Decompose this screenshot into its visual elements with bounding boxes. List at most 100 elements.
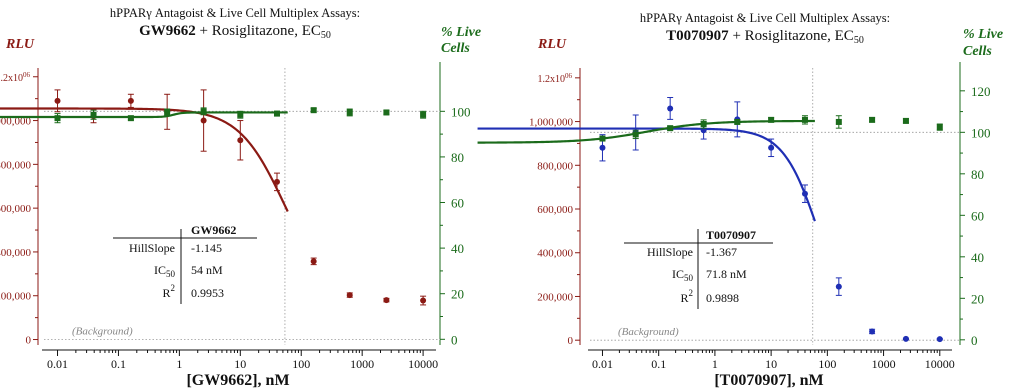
stats-row-label: R2	[680, 288, 693, 305]
data-point-rlu	[420, 297, 427, 304]
left-axis-top-tick-label: 1.2x1006	[538, 72, 573, 85]
data-point-live	[310, 107, 317, 114]
fit-curve-rlu	[477, 127, 816, 222]
stats-table: T0070907 HillSlope -1.367 IC50 71.8 nM R2 0.98…	[624, 228, 773, 309]
chart-title-subscript: 50	[321, 30, 331, 41]
data-point-live	[936, 124, 943, 131]
data-point-rlu	[599, 144, 606, 151]
data-point-live	[869, 116, 876, 123]
right-axis-tick-label: 80	[971, 167, 984, 182]
stats-row-label-sub: 50	[684, 273, 694, 283]
data-point-live	[90, 111, 97, 118]
stats-row-value: 0.9898	[706, 291, 739, 305]
stats-row-label: R2	[162, 283, 175, 300]
data-point-rlu	[200, 117, 207, 124]
stats-row-value: -1.145	[191, 241, 222, 255]
stats-row-label: HillSlope	[129, 241, 175, 255]
right-axis-title-line1: % Live	[441, 25, 481, 40]
data-point-live	[768, 116, 775, 123]
x-axis-tick-label: 10000	[408, 357, 438, 371]
left-axis-top-tick-label: 1.2x1006	[0, 71, 31, 84]
x-axis-tick-label: 10000	[925, 357, 955, 371]
data-point-live	[383, 109, 390, 116]
stats-table-header: T0070907	[706, 228, 756, 242]
x-axis-tick-label: 100	[292, 357, 310, 371]
x-axis-title: [T0070907], nM	[714, 372, 823, 389]
right-axis-title-line1: % Live	[963, 27, 1003, 42]
data-point-live	[902, 117, 909, 124]
data-point-live	[734, 118, 741, 125]
left-axis-tick-label: 400,000	[0, 247, 32, 259]
data-point-rlu	[902, 335, 909, 342]
chart-title-rest: + Rosiglitazone, EC	[729, 28, 854, 44]
chart-title-compound: GW9662	[139, 23, 196, 39]
left-axis-title: RLU	[5, 37, 35, 52]
x-axis-tick-label: 1	[176, 357, 182, 371]
left-axis-tick-label: 1,000,000	[0, 116, 32, 128]
data-point-rlu	[273, 178, 280, 185]
top-tick-exponent: 06	[565, 72, 573, 80]
data-point-live	[164, 109, 171, 116]
stats-row-label-main: R	[162, 286, 170, 300]
top-tick-mantissa: 1.2x10	[538, 74, 566, 85]
data-point-live	[599, 135, 606, 142]
data-point-live	[200, 108, 207, 115]
stats-table-header: GW9662	[191, 223, 236, 237]
data-point-live	[700, 121, 707, 128]
data-point-live	[420, 111, 427, 118]
stats-row-value: -1.367	[706, 245, 737, 259]
x-axis-title: [GW9662], nM	[186, 372, 289, 389]
data-point-rlu	[127, 97, 134, 104]
chart-panel-2: hPPARγ Antagoist & Live Cell Multiplex A…	[477, 11, 1003, 389]
left-axis-tick-label: 200,000	[0, 291, 32, 303]
stats-row-label-sup: 2	[171, 283, 176, 293]
data-point-rlu	[700, 127, 707, 134]
left-axis-tick-label: 1,000,000	[529, 117, 574, 129]
chart-panel-1: hPPARγ Antagoist & Live Cell Multiplex A…	[0, 6, 481, 389]
x-axis-tick-label: 10	[765, 357, 777, 371]
left-axis-tick-label: 800,000	[537, 160, 573, 172]
top-tick-exponent: 06	[23, 71, 31, 79]
background-label: (Background)	[618, 326, 679, 338]
chart-title-rest: + Rosiglitazone, EC	[196, 23, 321, 39]
data-point-rlu	[667, 105, 674, 112]
data-point-live	[237, 111, 244, 118]
chart-title-line2: T0070907 + Rosiglitazone, EC50	[666, 28, 864, 46]
data-point-live	[127, 115, 134, 122]
left-axis-tick-label: 600,000	[537, 204, 573, 216]
data-point-rlu	[54, 97, 61, 104]
stats-row-value: 54 nM	[191, 263, 223, 277]
stats-row-label: HillSlope	[647, 245, 693, 259]
right-axis-tick-label: 100	[971, 125, 991, 140]
stats-row-label-main: R	[680, 291, 688, 305]
background-label: (Background)	[72, 326, 133, 338]
left-axis-title: RLU	[537, 37, 567, 52]
chart-title-line1: hPPARγ Antagoist & Live Cell Multiplex A…	[110, 6, 360, 20]
chart-title-subscript: 50	[854, 35, 864, 46]
left-axis-tick-label: 600,000	[0, 203, 32, 215]
right-axis-tick-label: 20	[971, 291, 984, 306]
left-axis-tick-label: 200,000	[537, 291, 573, 303]
data-point-live	[54, 115, 61, 122]
x-axis-tick-label: 1000	[872, 357, 896, 371]
stats-row-label-main: IC	[154, 263, 166, 277]
fit-curve-live	[0, 111, 288, 119]
right-axis-tick-label: 60	[451, 196, 464, 211]
stats-row-label-sup: 2	[689, 288, 694, 298]
data-point-rlu	[936, 336, 943, 343]
right-axis-tick-label: 0	[451, 332, 458, 347]
left-axis-tick-label: 0	[26, 335, 32, 347]
x-axis-tick-label: 10	[234, 357, 246, 371]
left-axis-tick-label: 800,000	[0, 159, 32, 171]
right-axis-tick-label: 100	[451, 104, 471, 119]
stats-row-label: IC50	[154, 263, 176, 279]
chart-title-line1: hPPARγ Antagoist & Live Cell Multiplex A…	[640, 11, 890, 25]
data-point-rlu	[383, 297, 390, 304]
x-axis-tick-label: 0.1	[111, 357, 126, 371]
right-axis-tick-label: 20	[451, 287, 464, 302]
data-point-live	[346, 109, 353, 116]
right-axis-tick-label: 80	[451, 150, 464, 165]
stats-row-label-main: HillSlope	[129, 241, 175, 255]
right-axis-title-line2: Cells	[963, 44, 992, 59]
x-axis-tick-label: 0.01	[47, 357, 68, 371]
